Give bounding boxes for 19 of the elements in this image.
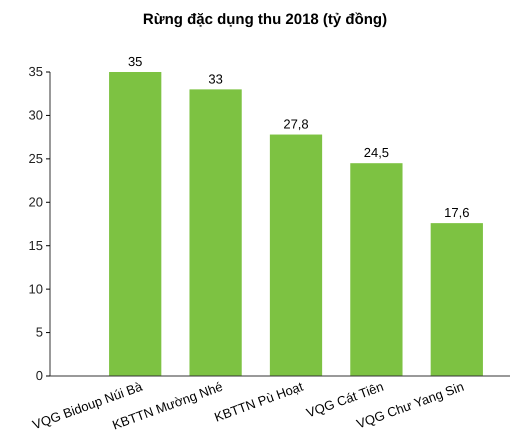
y-tick-label: 30 xyxy=(28,108,43,123)
y-tick-label: 35 xyxy=(28,64,43,80)
y-tick-label: 5 xyxy=(36,324,43,340)
bar xyxy=(350,163,403,376)
y-tick-label: 25 xyxy=(28,151,43,166)
data-label: 33 xyxy=(208,71,223,86)
bar xyxy=(189,89,242,376)
data-label: 17,6 xyxy=(444,205,470,220)
y-tick-label: 20 xyxy=(28,194,43,210)
chart-title: Rừng đặc dụng thu 2018 (tỷ đồng) xyxy=(142,11,388,28)
y-tick-label: 0 xyxy=(36,368,43,384)
data-label: 35 xyxy=(128,54,142,69)
data-label: 27,8 xyxy=(283,116,309,132)
data-label: 24,5 xyxy=(364,145,390,160)
bar xyxy=(430,223,483,376)
y-tick-label: 15 xyxy=(28,238,43,253)
bar xyxy=(270,134,322,376)
y-tick-label: 10 xyxy=(28,281,43,296)
bar xyxy=(109,72,162,376)
